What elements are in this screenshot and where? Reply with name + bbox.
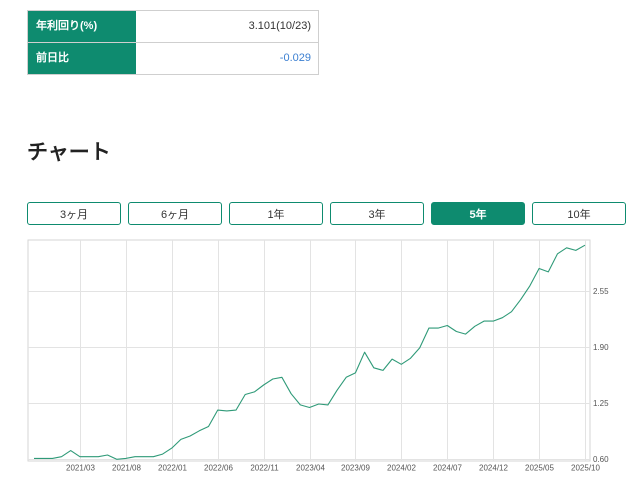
series-line: [34, 244, 586, 460]
yield-label: 年利回り(%): [28, 11, 136, 42]
x-tick-label: 2024/12: [479, 464, 508, 473]
plot-frame: [27, 239, 591, 462]
y-tick-label: 0.60: [593, 455, 609, 464]
tab-10-years[interactable]: 10年: [532, 202, 626, 225]
x-tick-label: 2022/01: [158, 464, 187, 473]
y-tick-label: 1.25: [593, 399, 609, 408]
x-tick-label: 2024/07: [433, 464, 462, 473]
x-tick-label: 2025/05: [525, 464, 554, 473]
change-label: 前日比: [28, 43, 136, 74]
x-tick-label: 2023/09: [341, 464, 370, 473]
yield-value: 3.101(10/23): [248, 20, 311, 32]
quote-table: 年利回り(%) 3.101(10/23) 前日比 -0.029: [27, 10, 319, 75]
change-value: -0.029: [279, 52, 311, 64]
x-tick-label: 2021/08: [112, 464, 141, 473]
x-tick-label: 2024/02: [387, 464, 416, 473]
chart-svg: 0.60 1.25 1.90 2.55 2021/03 2021/08 2022/01 202…: [27, 239, 609, 473]
x-tick-label: 2021/03: [66, 464, 95, 473]
yield-chart: 0.60 1.25 1.90 2.55 2021/03 2021/08 2022/01 202…: [0, 232, 640, 486]
tab-3-months[interactable]: 3ヶ月: [27, 202, 121, 225]
tab-5-years[interactable]: 5年: [431, 202, 525, 225]
y-tick-label: 2.55: [593, 287, 609, 296]
change-row: 前日比 -0.029: [28, 42, 318, 74]
x-tick-label: 2025/10: [571, 464, 600, 473]
chart-heading: チャート: [27, 141, 111, 164]
period-tabs: 3ヶ月 6ヶ月 1年 3年 5年 10年: [27, 202, 626, 225]
tab-1-year[interactable]: 1年: [229, 202, 323, 225]
yield-row: 年利回り(%) 3.101(10/23): [28, 11, 318, 42]
tab-6-months[interactable]: 6ヶ月: [128, 202, 222, 225]
tab-3-years[interactable]: 3年: [330, 202, 424, 225]
y-tick-label: 1.90: [593, 343, 609, 352]
x-tick-label: 2022/11: [250, 464, 279, 473]
x-tick-label: 2022/06: [204, 464, 233, 473]
x-tick-label: 2023/04: [296, 464, 325, 473]
